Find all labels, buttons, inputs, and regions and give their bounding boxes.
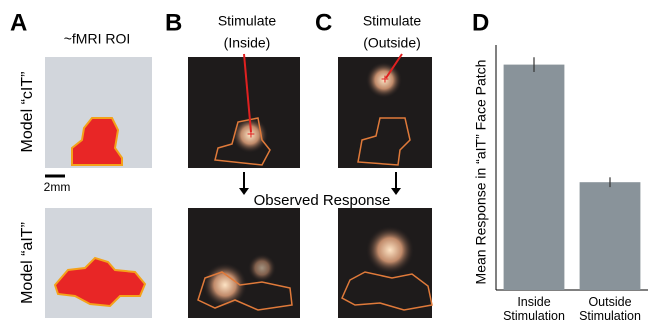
response-blob	[366, 226, 414, 274]
panel-label: B	[165, 9, 182, 36]
panel-label: A	[10, 9, 27, 36]
marker: +	[381, 71, 389, 87]
arrowhead	[391, 188, 401, 195]
panel-title: Stimulate	[363, 13, 422, 29]
response-blob	[248, 254, 276, 282]
response-map	[188, 208, 300, 318]
y-axis-label: Mean Response in “aIT” Face Patch	[473, 60, 489, 285]
bar	[580, 182, 641, 290]
marker: +	[247, 126, 255, 142]
observed-label: Observed Response	[254, 192, 391, 209]
x-tick-label: Inside Stimulation	[499, 295, 569, 323]
panel-title: Stimulate	[218, 13, 277, 29]
arrowhead	[239, 188, 249, 195]
figure-svg: A ~fMRI ROI Model “cIT” Model “aIT” 2mm …	[0, 0, 648, 323]
panel-title: (Outside)	[363, 35, 421, 51]
bar	[504, 65, 565, 290]
panel-label: D	[472, 9, 489, 36]
x-tick-label: Outside Stimulation	[575, 295, 645, 323]
panel-title: (Inside)	[224, 35, 271, 51]
panel-title: ~fMRI ROI	[64, 31, 131, 47]
row-label: Model “cIT”	[19, 72, 36, 153]
row-label: Model “aIT”	[19, 222, 36, 304]
scale-label: 2mm	[44, 180, 71, 194]
figure: A ~fMRI ROI Model “cIT” Model “aIT” 2mm …	[0, 0, 648, 323]
panel-label: C	[315, 9, 332, 36]
